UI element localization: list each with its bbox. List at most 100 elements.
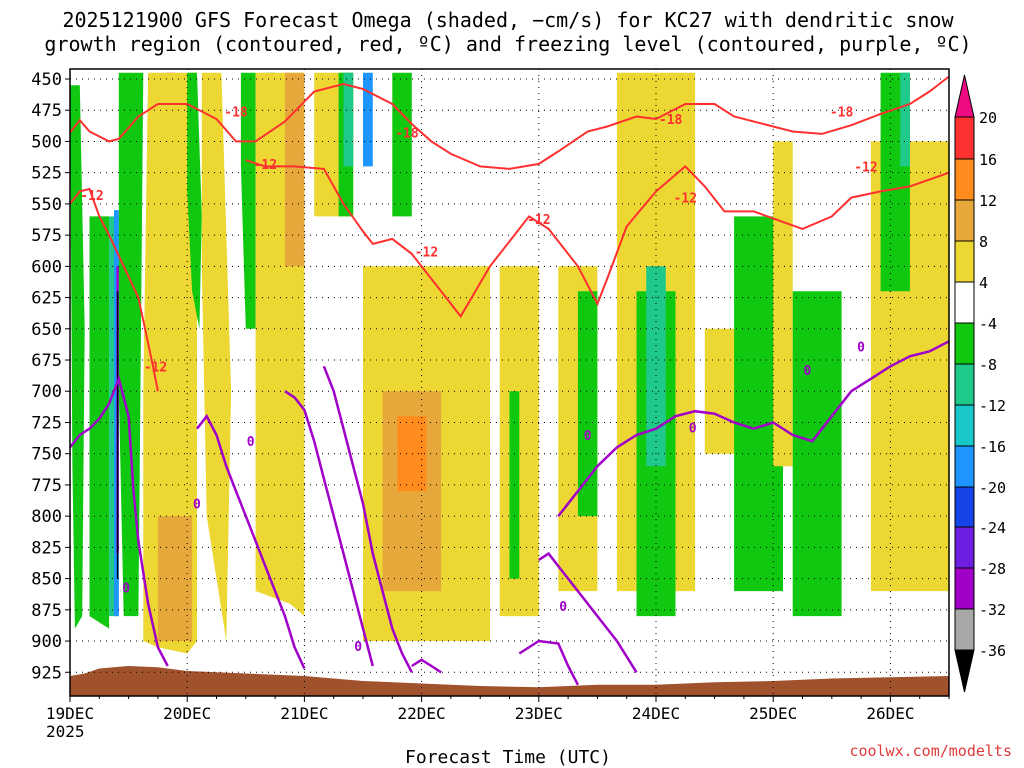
contour-label: 0 [857,340,865,355]
freezing-level-contour-line [518,639,580,686]
omega-region [240,72,256,329]
omega-shading [70,72,949,654]
contour-label: -12 [80,189,103,204]
x-tick-label: 24DEC [632,704,680,723]
contour-label: -18 [224,105,248,120]
omega-region [363,72,373,167]
colorbar: 20 16 12 8 4 -4 -8 -12 -16 -20 -24 -28 -32 -36 [954,74,1006,693]
colorbar-swatch [954,158,975,201]
contour-label: -12 [254,158,277,173]
y-tick-label: 750 [31,445,62,465]
colorbar-swatch [954,486,975,528]
omega-region [284,72,305,267]
omega-region [773,141,793,467]
contour-label: 0 [559,600,567,615]
colorbar-label: 4 [979,274,988,292]
y-tick-label: 600 [31,257,62,277]
contour-label: 0 [354,640,362,655]
y-tick-label: 450 [31,70,62,90]
colorbar-label: -28 [979,560,1006,578]
colorbar-swatch [954,608,975,651]
colorbar-label: -32 [979,601,1006,619]
freezing-level-contour-line [69,374,169,667]
y-tick-label: 550 [31,195,62,215]
y-tick-label: 625 [31,289,62,309]
contour-label: -12 [674,192,697,207]
y-tick-label: 725 [31,413,62,433]
omega-region [577,291,598,517]
colorbar-label: -12 [979,397,1006,415]
contour-label: -18 [395,127,419,142]
y-tick-label: 650 [31,320,62,340]
contour-label: -12 [527,213,550,228]
terrain-fill [70,666,949,696]
colorbar-swatch [954,281,975,324]
colorbar-swatch [954,404,975,447]
omega-region [900,72,910,167]
y-tick-label: 925 [31,663,62,683]
contour-label: -12 [415,245,438,260]
colorbar-label: 16 [979,151,997,169]
colorbar-swatch [954,649,975,693]
dgz-contour-line [69,75,950,170]
contour-label: 0 [193,498,201,513]
colorbar-label: -20 [979,479,1006,497]
y-tick-label: 700 [31,382,62,402]
freezing-level-contour-line [411,658,442,674]
freezing-level-contour-line [322,365,413,673]
contour-label: 0 [584,429,592,444]
colorbar-label: -8 [979,356,997,374]
contour-label: -18 [659,113,683,128]
chart-title-line-2: growth region (contoured, red, ºC) and f… [44,32,971,56]
contour-label: -18 [830,105,854,120]
colorbar-swatch [954,199,975,242]
omega-region [118,72,144,617]
y-tick-label: 675 [31,351,62,371]
plot-axes: 450 475 500 525 550 575 600 625 650 675 700 725 750 7… [31,68,950,723]
y-tick-label: 525 [31,164,62,184]
y-tick-label: 775 [31,476,62,496]
colorbar-swatch [954,526,975,569]
contour-label: 0 [122,581,130,596]
colorbar-swatch [954,116,975,160]
contour-label: -12 [144,360,167,375]
contour-labels: -12 -12 -12 -12 -12 -12 -12 -18 -18 -18 -18 0 0 0 0 0 0 0… [80,105,877,655]
freezing-level-contour-line [557,340,950,517]
contour-label: 0 [247,435,255,450]
omega-region [343,72,354,167]
y-tick-label: 475 [31,101,62,121]
freezing-level-contour-line [538,551,638,673]
terrain-ground [70,666,949,696]
omega-region [187,72,202,329]
omega-region [734,216,783,592]
omega-region [89,216,110,629]
y-tick-label: 875 [31,601,62,621]
credit-text: coolwx.com/modelts [849,742,1012,760]
x-axis-year: 2025 [46,722,85,741]
omega-region [392,72,412,217]
omega-region [157,516,193,641]
colorbar-label: -36 [979,642,1006,660]
x-tick-label: 23DEC [515,704,563,723]
contour-label: 0 [803,364,811,379]
colorbar-label: 8 [979,233,988,251]
x-axis-label: Forecast Time (UTC) [405,747,611,768]
x-tick-label: 19DEC [46,704,94,723]
colorbar-label: -4 [979,315,997,333]
colorbar-swatch [954,240,975,283]
omega-region [397,416,427,492]
omega-region [143,72,197,654]
y-tick-label: 850 [31,570,62,590]
x-tick-label: 20DEC [163,704,211,723]
contour-lines [69,75,950,686]
colorbar-label: -24 [979,519,1006,537]
contour-label: -12 [854,160,877,175]
omega-region [116,291,119,579]
colorbar-label: 12 [979,192,997,210]
colorbar-label: 20 [979,109,997,127]
freezing-level-contour-line [196,413,306,670]
grid-lines [69,69,949,696]
y-tick-label: 825 [31,538,62,558]
x-tick-label: 25DEC [749,704,797,723]
y-tick-label: 900 [31,632,62,652]
